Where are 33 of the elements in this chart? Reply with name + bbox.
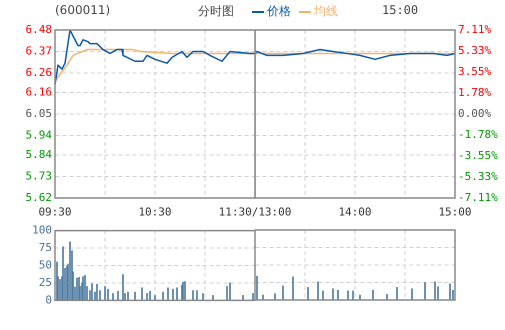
y-tick-label: 25 xyxy=(38,276,52,289)
text: 3.55% xyxy=(458,64,492,78)
y-tick-label: 6.37 xyxy=(26,44,52,58)
text: 15:00 xyxy=(382,3,418,17)
y-tick-label: 5.73 xyxy=(26,169,52,182)
text: -1.78% xyxy=(458,128,498,141)
text: 0.00% xyxy=(458,106,492,120)
text: -3.55% xyxy=(458,148,498,162)
x-tick-label: 09:30 xyxy=(38,205,72,218)
y-tick-label: 5.62 xyxy=(26,190,52,204)
legend-label: 价格 xyxy=(267,3,291,20)
y-tick-label: 50 xyxy=(38,258,52,272)
chart-subtitle: 分时图 xyxy=(198,3,234,20)
x-tick-label: 14:00 xyxy=(338,205,372,218)
chart-title: (600011) xyxy=(55,3,110,17)
y-tick-label: 6.48 xyxy=(26,22,52,36)
text: 1.78% xyxy=(458,86,492,99)
text: 7.11% xyxy=(458,22,492,36)
x-tick-label: 11:30/13:00 xyxy=(218,205,292,218)
y-tick-label: 100 xyxy=(32,223,52,236)
text: -5.33% xyxy=(458,170,498,183)
y-tick-label: 6.26 xyxy=(26,66,52,79)
text: -7.11% xyxy=(458,190,498,204)
legend-label: 均线 xyxy=(314,3,338,20)
y-tick-label: 6.16 xyxy=(26,85,52,98)
x-tick-label: 10:30 xyxy=(138,205,172,218)
x-tick-label: 15:00 xyxy=(438,205,472,218)
text: 5.33% xyxy=(458,44,492,57)
y-tick-label: 0 xyxy=(45,293,52,306)
y-tick-label: 75 xyxy=(38,240,52,254)
y-tick-label: 6.05 xyxy=(26,106,52,120)
y-tick-label: 5.94 xyxy=(26,128,52,142)
y-tick-label: 5.84 xyxy=(26,148,52,161)
